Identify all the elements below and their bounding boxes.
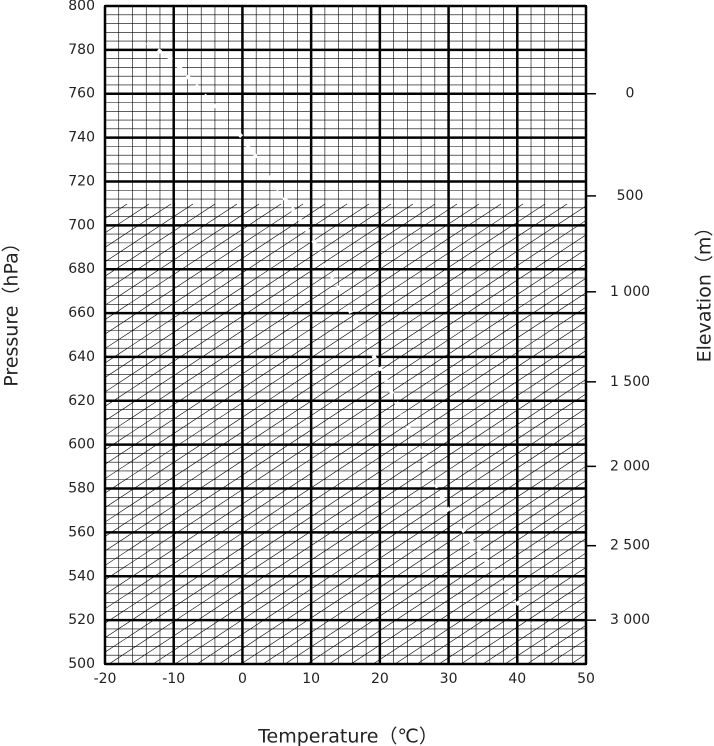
y-tick-label: 520 (68, 612, 95, 628)
diagonal (394, 538, 586, 664)
y-tick-label: 700 (68, 217, 95, 233)
y-tick-label: 560 (68, 524, 95, 540)
diagonal (105, 203, 282, 321)
diagonal (372, 523, 586, 664)
diagonal (105, 203, 414, 407)
diagonal (306, 480, 586, 664)
y-tick-label: 620 (68, 393, 95, 409)
x-axis-label: Temperature（℃） (257, 726, 438, 746)
diagonal (240, 436, 586, 664)
plot-frame (104, 5, 587, 665)
diagonal (105, 321, 586, 639)
y2-tick-label: 2 000 (610, 458, 650, 474)
y-tick-label: 600 (68, 437, 95, 453)
diagonal (284, 465, 586, 664)
y-tick-label: 540 (68, 568, 95, 584)
diagonal (105, 203, 260, 306)
diagonal (105, 203, 458, 436)
y2-tick-label: 3 000 (610, 612, 650, 628)
x-tick-label: 20 (371, 671, 389, 687)
x-tick-label: 30 (440, 671, 458, 687)
diagonal (108, 350, 586, 664)
diagonal (438, 567, 586, 664)
diagonal (105, 203, 194, 263)
diagonal (218, 422, 586, 664)
y-tick-label: 500 (68, 656, 95, 672)
diagonal (196, 408, 586, 664)
y2-tick-label: 500 (617, 188, 644, 204)
y-tick-label: 740 (68, 130, 95, 146)
diagonal (350, 509, 586, 664)
diagonal (526, 624, 586, 664)
y2-axis-label: Elevation（m） (694, 218, 714, 363)
diagonal (105, 203, 304, 335)
diagonal (105, 306, 586, 624)
diagonal (105, 203, 546, 494)
x-tick-label: -20 (94, 671, 117, 687)
y-tick-label: 640 (68, 349, 95, 365)
diagonal (504, 610, 586, 664)
diagonal (105, 203, 502, 465)
y2-tick-label: 0 (626, 86, 635, 102)
diagonal (105, 220, 586, 537)
diagonal (105, 203, 392, 393)
diagonal (262, 451, 586, 664)
y-tick-label: 580 (68, 481, 95, 497)
diagonal (105, 277, 586, 595)
diagonal (105, 335, 586, 653)
x-tick-label: -10 (162, 671, 185, 687)
y-tick-label: 720 (68, 173, 95, 189)
diagonal (105, 203, 238, 292)
diagonal (105, 203, 436, 422)
y-tick-label: 680 (68, 261, 95, 277)
diagonal (105, 292, 586, 610)
y-tick-label: 780 (68, 42, 95, 58)
y-tick-label: 660 (68, 305, 95, 321)
y2-tick-label: 1 500 (610, 374, 650, 390)
diagonal (105, 263, 586, 581)
diagonal (105, 203, 348, 364)
y2-tick-label: 2 500 (610, 538, 650, 554)
diagonal (105, 203, 568, 508)
diagonal (130, 364, 586, 664)
y-axis-label: Pressure（hPa） (1, 233, 23, 386)
diagonal (105, 203, 326, 349)
x-tick-label: 40 (508, 671, 526, 687)
y2-tick-label: 1 000 (610, 284, 650, 300)
sounding (124, 26, 554, 650)
diagonal (105, 203, 480, 451)
diagonal (105, 248, 586, 566)
diagonal (152, 379, 586, 664)
diagonal (548, 639, 586, 664)
plot-area (105, 6, 586, 664)
y-tick-label: 800 (68, 0, 95, 14)
x-tick-label: 50 (577, 671, 595, 687)
diagonal (105, 203, 370, 378)
diagonal (105, 205, 586, 523)
x-tick-label: 10 (302, 671, 320, 687)
diagonal (416, 552, 586, 664)
x-tick-label: 0 (238, 671, 247, 687)
diagonal (460, 581, 586, 664)
diagonal (174, 393, 586, 664)
diagonal (328, 494, 586, 664)
y-tick-label: 760 (68, 86, 95, 102)
